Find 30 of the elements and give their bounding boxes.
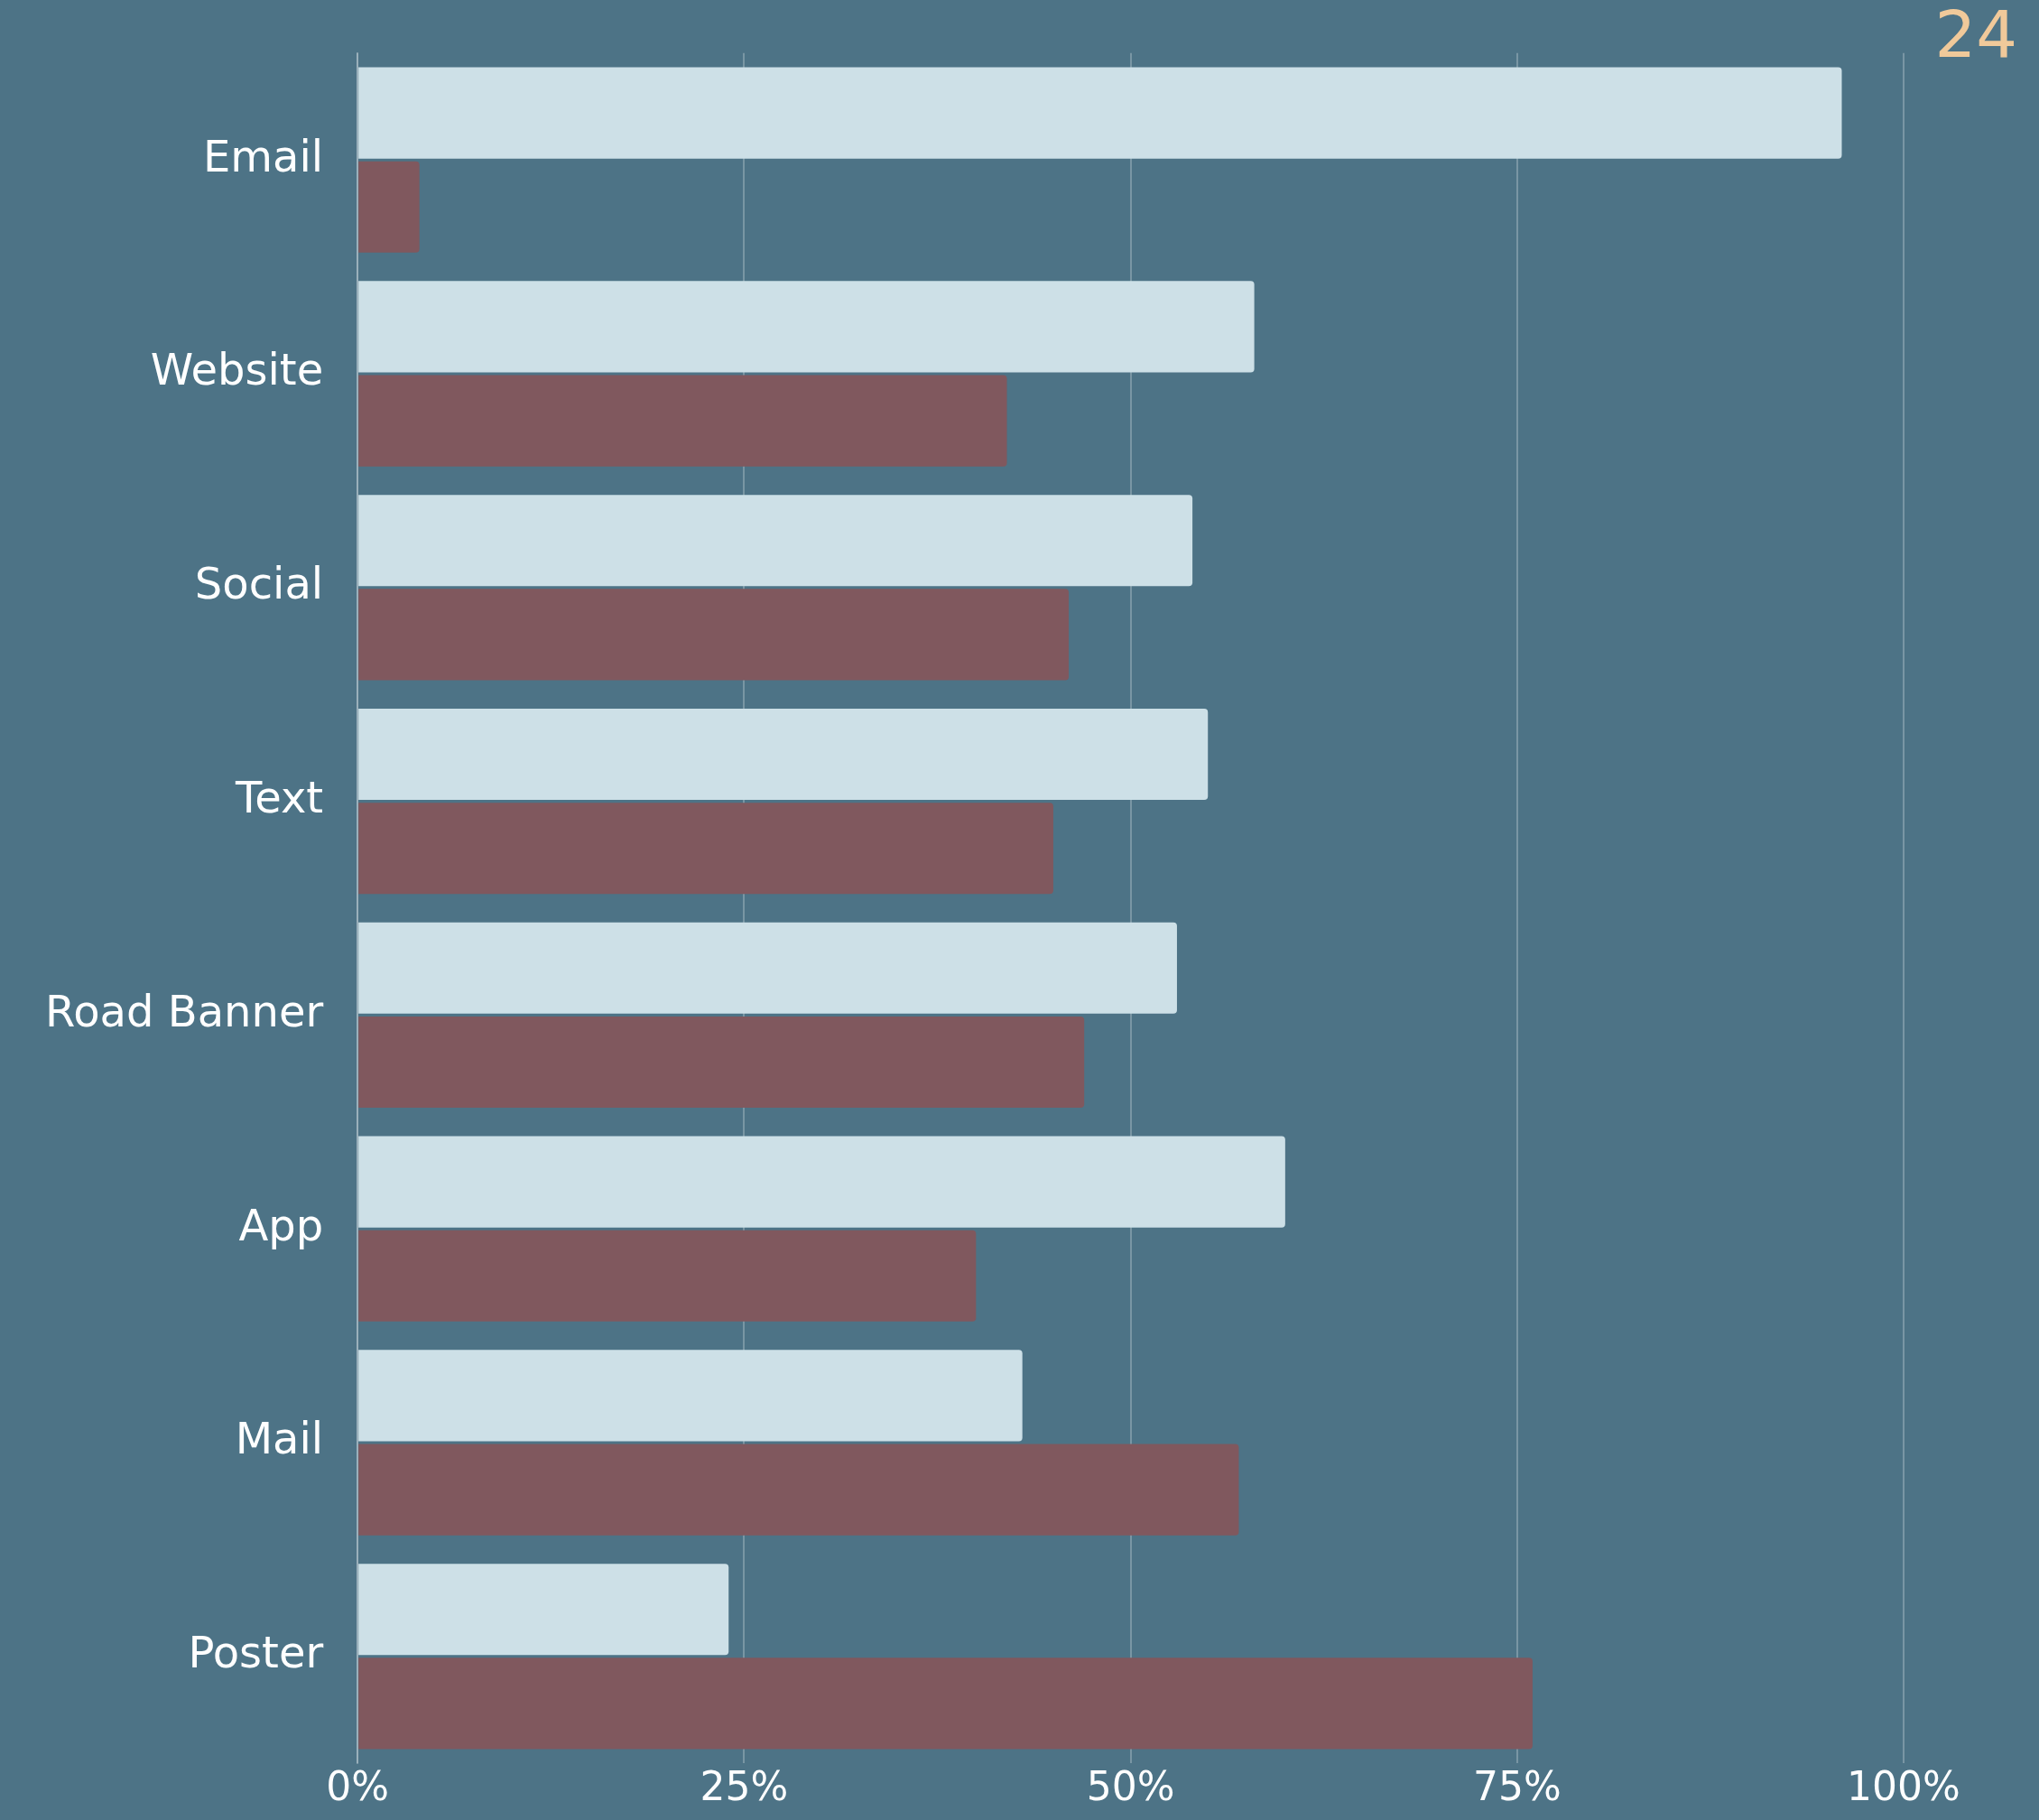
bar: [358, 281, 1255, 373]
bar: [358, 922, 1177, 1014]
bar: [358, 375, 1007, 467]
bar: [358, 589, 1070, 681]
bar: [358, 1136, 1285, 1228]
bar: [358, 1658, 1533, 1750]
y-tick-label: Poster: [188, 1627, 324, 1678]
bar: [358, 1230, 977, 1322]
y-tick-label: Email: [202, 130, 324, 181]
bar: [358, 803, 1053, 895]
bar: [358, 1350, 1023, 1442]
bar: [358, 1016, 1085, 1109]
text: 24: [1934, 0, 2017, 72]
bar: [358, 495, 1193, 587]
y-tick-label: Mail: [235, 1413, 324, 1464]
x-tick-label: 100%: [1847, 1763, 1960, 1810]
x-tick-label: 50%: [1086, 1763, 1175, 1810]
bar: [358, 161, 420, 253]
y-tick-label: App: [238, 1199, 324, 1250]
x-tick-label: 0%: [326, 1763, 390, 1810]
y-tick-label: Website: [150, 344, 324, 395]
x-tick-label: 25%: [700, 1763, 789, 1810]
x-tick-label: 75%: [1472, 1763, 1562, 1810]
bar: [358, 1444, 1239, 1536]
y-tick-label: Social: [194, 558, 324, 609]
y-tick-label: Road Banner: [45, 985, 324, 1036]
y-tick-label: Text: [235, 772, 324, 823]
bar: [358, 708, 1209, 801]
bar: [358, 67, 1842, 159]
bar: [358, 1564, 729, 1656]
